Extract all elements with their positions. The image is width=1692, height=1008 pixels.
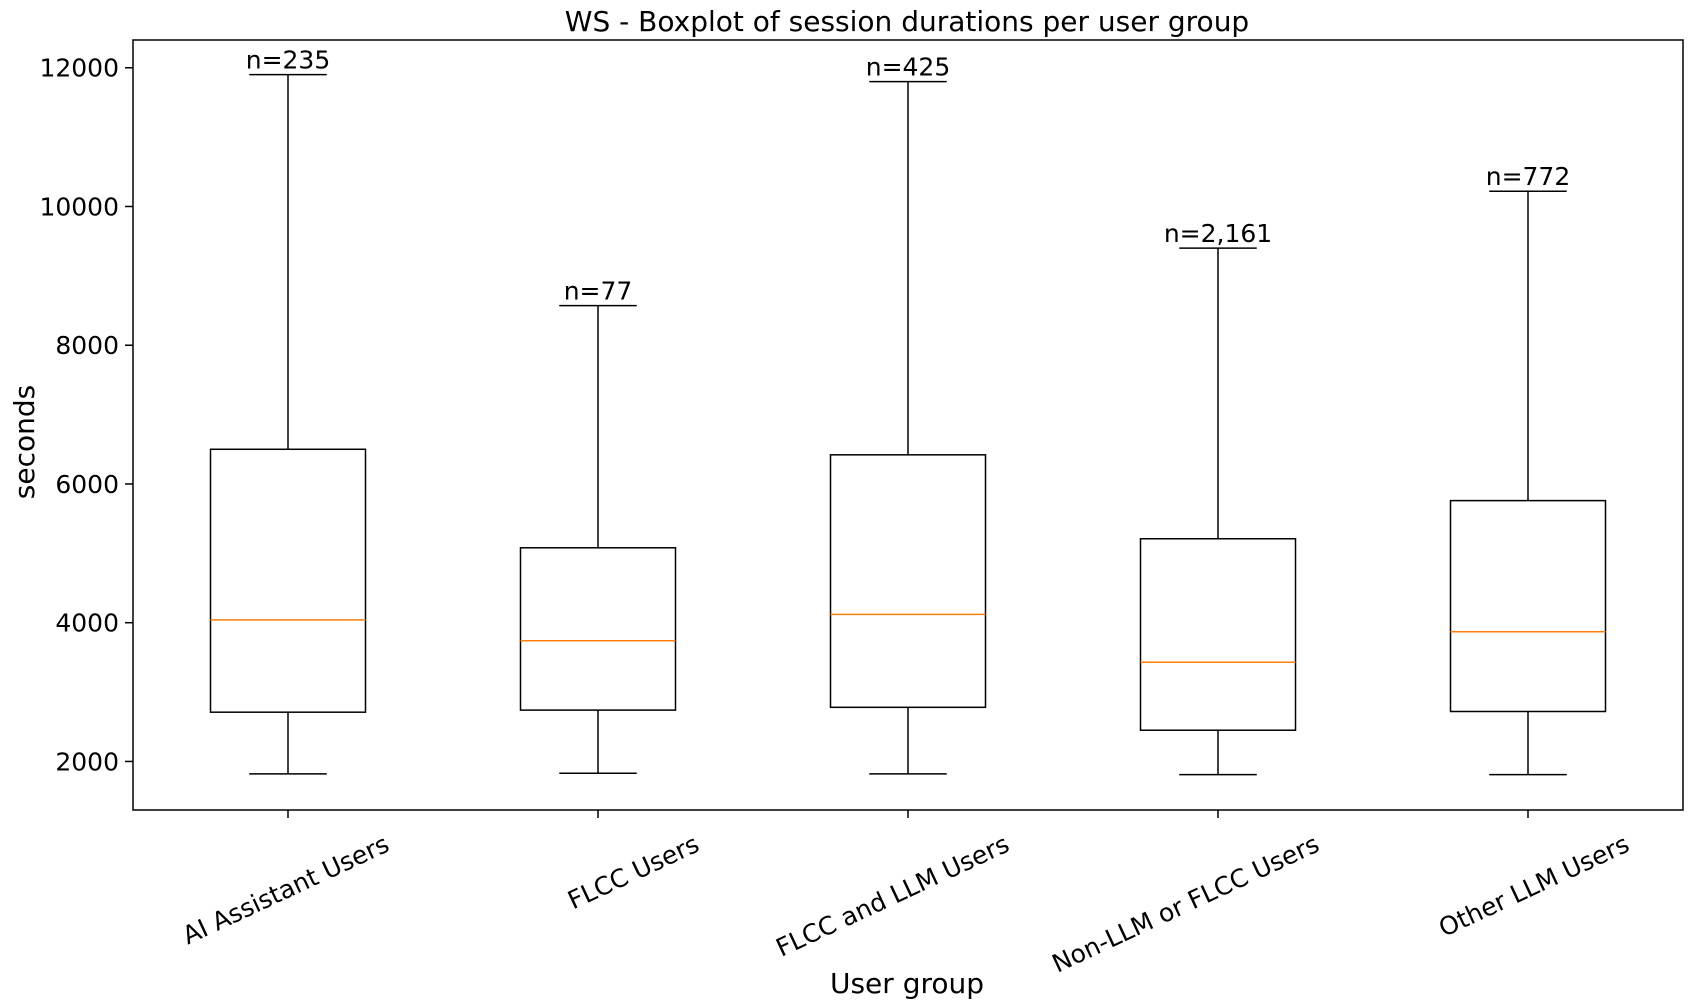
box-group: n=772 Other LLM Users <box>1434 162 1633 942</box>
x-tick-label: Other LLM Users <box>1434 829 1633 942</box>
count-label: n=772 <box>1486 162 1571 191</box>
box-group: n=77 FLCC Users <box>519 277 704 915</box>
iqr-box <box>209 448 367 713</box>
plot-area: 2000 4000 6000 8000 10000 12000 n=235 AI Assist… <box>39 39 1684 978</box>
x-axis-label: User group <box>830 967 984 1000</box>
x-tick-label: FLCC and LLM Users <box>772 829 1014 962</box>
box-group: n=425 FLCC and LLM Users <box>772 53 1014 963</box>
iqr-box <box>1139 538 1297 731</box>
y-tick-label: 2000 <box>55 747 119 776</box>
y-tick-label: 8000 <box>55 331 119 360</box>
y-tick-label: 12000 <box>39 54 119 83</box>
chart-title: WS - Boxplot of session durations per us… <box>565 5 1249 38</box>
iqr-box <box>519 547 677 711</box>
iqr-box <box>1449 499 1607 713</box>
x-tick-label: FLCC Users <box>563 829 703 915</box>
count-label: n=235 <box>246 46 331 75</box>
iqr-box <box>829 454 987 709</box>
y-axis-label: seconds <box>8 385 41 499</box>
box-group: n=235 AI Assistant Users <box>178 46 394 951</box>
count-label: n=2,161 <box>1164 219 1272 248</box>
y-tick-label: 6000 <box>55 470 119 499</box>
y-tick-label: 10000 <box>39 192 119 221</box>
x-tick-label: Non-LLM or FLCC Users <box>1048 829 1324 978</box>
count-label: n=425 <box>866 53 951 82</box>
count-label: n=77 <box>564 277 633 306</box>
x-tick-label: AI Assistant Users <box>178 829 394 950</box>
box-group: n=2,161 Non-LLM or FLCC Users <box>1048 219 1324 978</box>
y-tick-label: 4000 <box>55 609 119 638</box>
